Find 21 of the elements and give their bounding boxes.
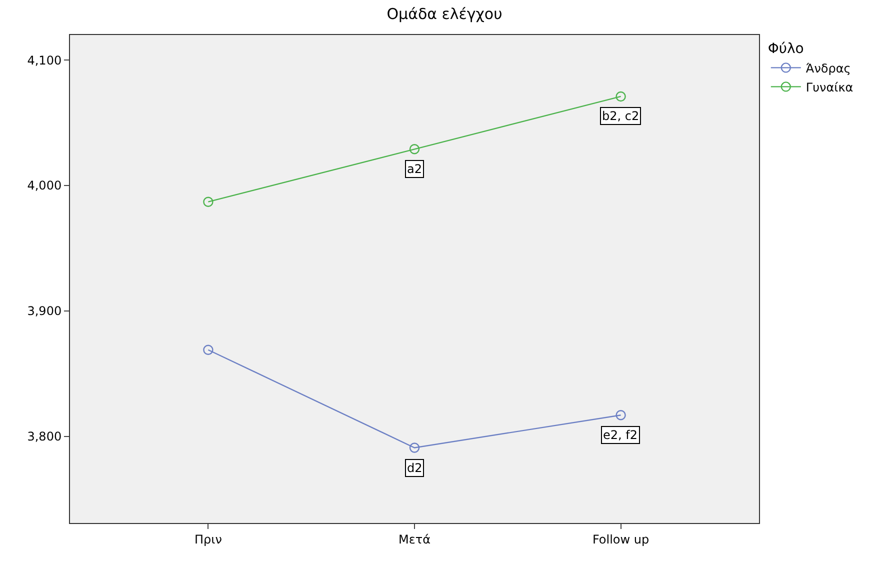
chart-title: Ομάδα ελέγχου	[386, 4, 502, 23]
y-tick-label: 4,100	[27, 53, 62, 68]
point	[616, 91, 626, 102]
y-tick-label: 4,000	[27, 178, 62, 193]
point	[203, 196, 214, 207]
legend-label: Γυναίκα	[806, 80, 854, 94]
y-tick-label: 3,800	[27, 430, 62, 444]
y-tick-label: 3,900	[27, 304, 62, 318]
annotation: a2	[407, 162, 422, 176]
x-tick-label: Πριν	[194, 532, 222, 546]
annotation: b2, c2	[602, 109, 640, 123]
point	[409, 442, 420, 453]
point	[203, 344, 214, 355]
x-tick-label: Follow up	[592, 532, 650, 546]
legend-label: Άνδρας	[806, 61, 851, 76]
point	[616, 410, 626, 420]
point	[409, 144, 420, 154]
legend-title: Φύλο	[768, 41, 804, 58]
x-tick-label: Μετά	[398, 532, 431, 546]
annotation: e2, f2	[603, 428, 638, 442]
annotation: d2	[407, 461, 422, 475]
